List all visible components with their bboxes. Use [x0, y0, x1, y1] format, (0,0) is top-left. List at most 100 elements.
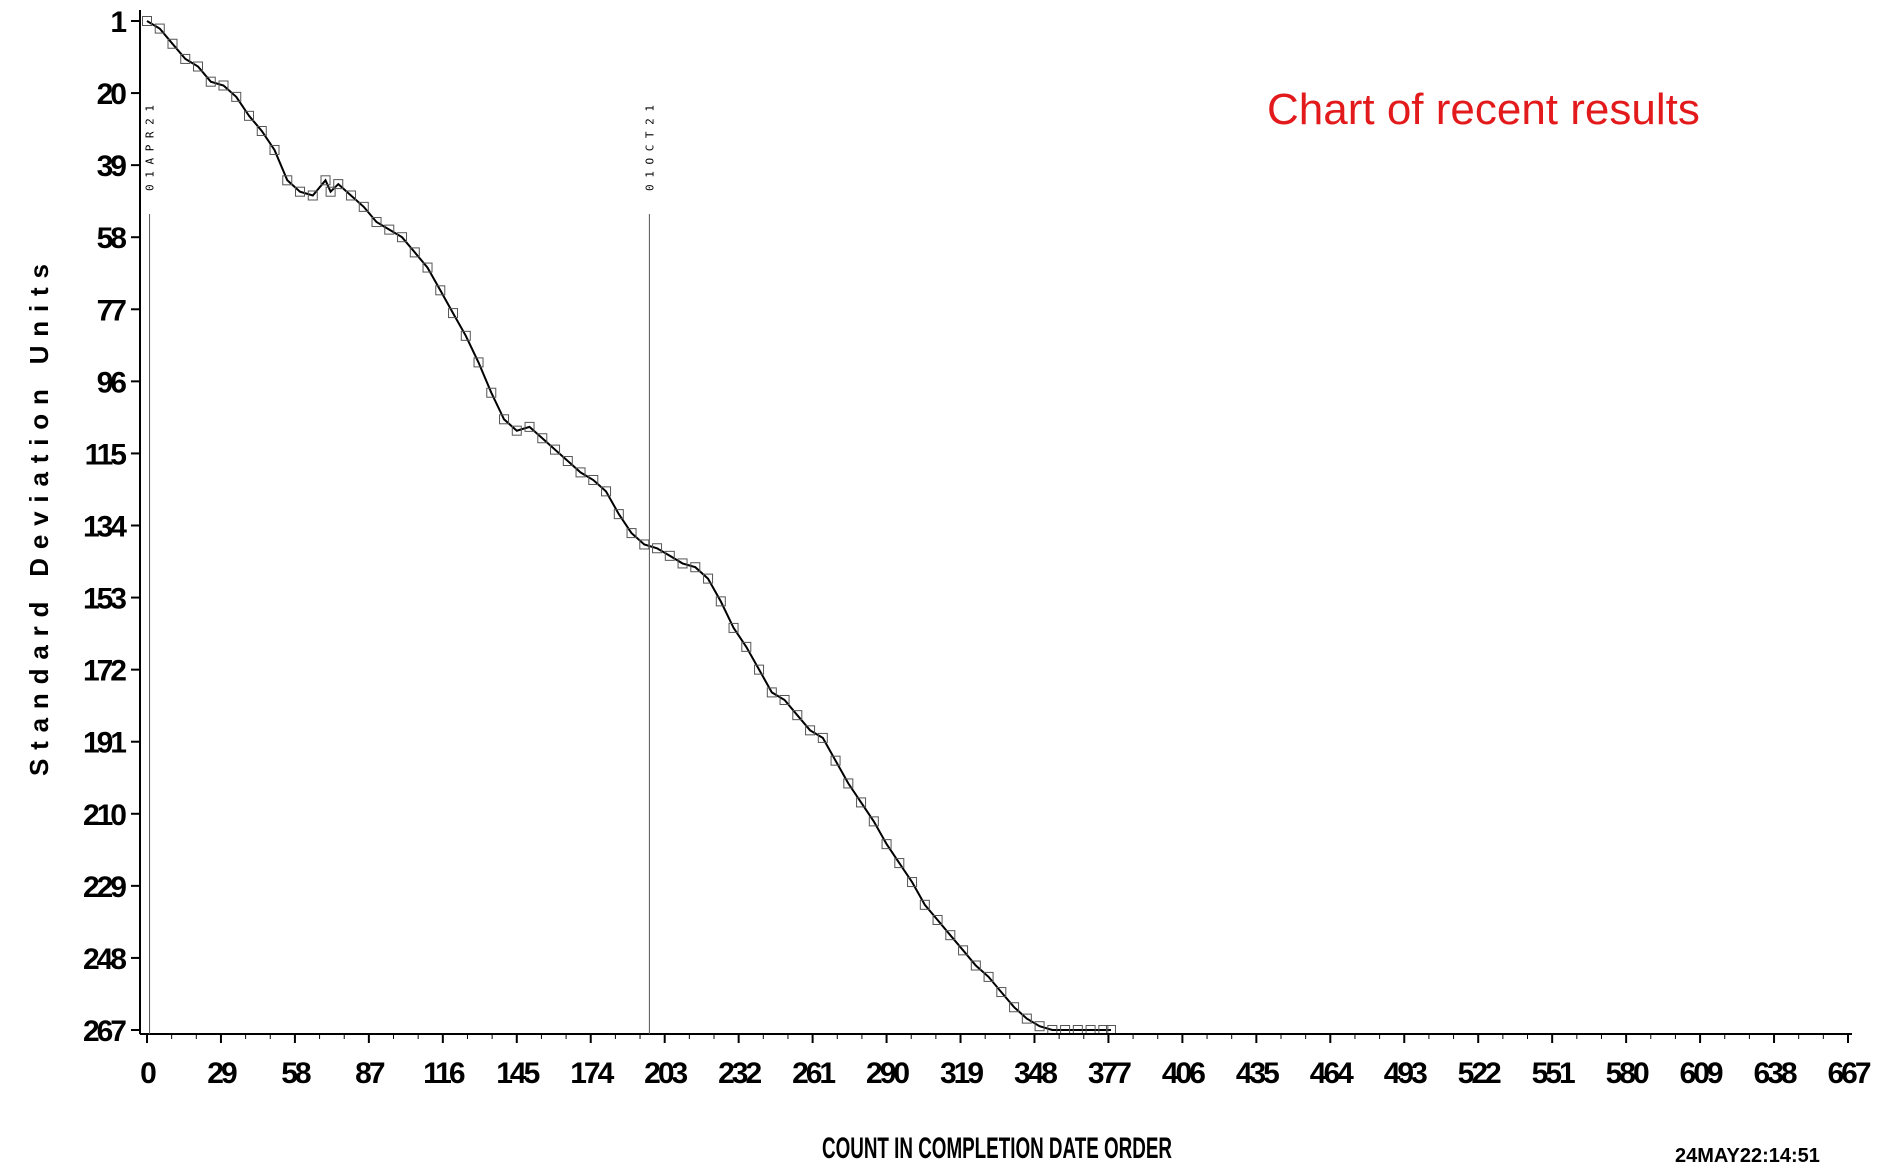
chart-title: Chart of recent results: [1267, 85, 1700, 134]
data-point: [575, 467, 586, 478]
data-point: [715, 596, 726, 607]
data-point: [996, 987, 1007, 998]
plot-area: [142, 16, 1116, 1035]
data-point: [639, 539, 650, 550]
data-point: [397, 232, 408, 243]
data-point: [919, 899, 930, 910]
data-point: [779, 694, 790, 705]
timestamp: 24MAY22:14:51: [1675, 1145, 1820, 1162]
x-tick-label: 29: [207, 1057, 237, 1090]
x-tick-label: 406: [1162, 1057, 1205, 1090]
axes: 1 20 39 58 77 96 115 134 153 172 191 210 229 248 267 0 2…: [83, 6, 1874, 1090]
y-tick-label: 39: [97, 150, 127, 183]
data-point: [448, 308, 459, 319]
data-point: [983, 971, 994, 982]
data-point: [346, 190, 357, 201]
y-tick-label: 229: [83, 871, 126, 904]
y-tick-label: 191: [83, 727, 126, 760]
data-point: [320, 175, 331, 186]
data-point: [690, 562, 701, 573]
data-point: [307, 190, 318, 201]
x-tick-label: 377: [1088, 1057, 1131, 1090]
data-point: [409, 247, 420, 258]
data-point: [843, 778, 854, 789]
data-point: [422, 262, 433, 273]
data-point: [499, 414, 510, 425]
series-line: [146, 20, 1111, 1031]
x-tick-label: 58: [281, 1057, 311, 1090]
data-point: [167, 38, 178, 49]
data-point: [945, 930, 956, 941]
y-tick-label: 210: [83, 799, 126, 832]
y-tick-label: 134: [83, 511, 127, 544]
y-tick-label: 248: [83, 943, 126, 976]
data-point: [588, 474, 599, 485]
y-axis-title: Standard Deviation Units: [24, 264, 54, 776]
data-point: [932, 914, 943, 925]
data-point: [613, 509, 624, 520]
x-tick-label: 261: [792, 1057, 835, 1090]
y-tick-label: 1: [110, 6, 126, 39]
x-tick-label: 609: [1680, 1057, 1723, 1090]
data-point: [970, 960, 981, 971]
y-tick-label: 153: [83, 583, 126, 616]
y-tick-label: 96: [97, 366, 127, 399]
data-point: [154, 23, 165, 34]
data-point: [1034, 1021, 1045, 1032]
reference-line-label: 0 1 O C T 2 1: [643, 105, 656, 191]
x-tick-label: 551: [1532, 1057, 1575, 1090]
x-tick-label: 203: [644, 1057, 687, 1090]
data-point: [703, 573, 714, 584]
x-tick-label: 348: [1014, 1057, 1057, 1090]
x-tick-label: 145: [496, 1057, 539, 1090]
data-point: [894, 858, 905, 869]
data-point: [460, 330, 471, 341]
data-point: [218, 80, 229, 91]
data-point: [856, 797, 867, 808]
x-tick-label: 522: [1458, 1057, 1501, 1090]
y-tick-label: 77: [97, 294, 127, 327]
data-point: [550, 444, 561, 455]
data-point: [817, 732, 828, 743]
data-point: [907, 877, 918, 888]
data-point: [664, 550, 675, 561]
data-point: [562, 456, 573, 467]
data-point: [792, 710, 803, 721]
data-point: [1009, 1002, 1020, 1013]
data-point: [728, 622, 739, 633]
data-point: [384, 224, 395, 235]
data-point: [193, 61, 204, 72]
data-point: [524, 421, 535, 432]
data-point: [180, 53, 191, 64]
data-point: [142, 16, 152, 26]
data-point: [601, 486, 612, 497]
data-point: [677, 558, 688, 569]
x-tick-label: 493: [1384, 1057, 1427, 1090]
data-point: [435, 285, 446, 296]
data-point: [511, 425, 522, 436]
data-point: [244, 110, 255, 121]
x-tick-label: 464: [1310, 1057, 1354, 1090]
data-point: [881, 839, 892, 850]
y-tick-label: 58: [97, 222, 127, 255]
data-point: [333, 179, 344, 190]
data-point: [205, 76, 216, 87]
data-point: [486, 387, 497, 398]
data-point: [754, 664, 765, 675]
x-tick-label: 87: [355, 1057, 385, 1090]
data-point: [741, 641, 752, 652]
data-point: [868, 816, 879, 827]
data-point: [805, 725, 816, 736]
reference-line-label: 0 1 A P R 2 1: [144, 105, 157, 191]
x-tick-label: 638: [1754, 1057, 1797, 1090]
x-tick-label: 232: [718, 1057, 761, 1090]
x-tick-label: 174: [570, 1057, 614, 1090]
data-point: [325, 186, 336, 197]
data-point: [231, 91, 242, 102]
data-point: [626, 528, 637, 539]
data-point: [830, 755, 841, 766]
data-point: [269, 144, 280, 155]
data-point: [473, 357, 484, 368]
data-point: [537, 433, 548, 444]
